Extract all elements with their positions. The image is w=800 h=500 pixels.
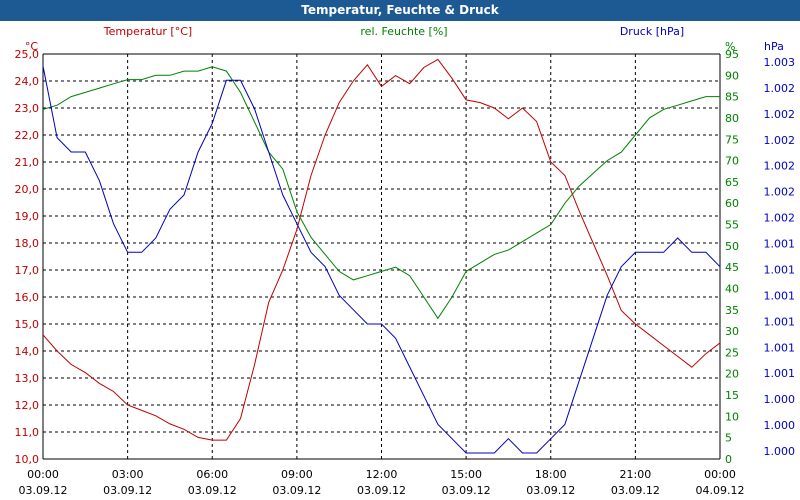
x-tick-date: 03.09.12: [526, 484, 575, 497]
x-tick-date: 03.09.12: [357, 484, 406, 497]
humidity-tick-label: 35: [725, 304, 739, 317]
x-tick-time: 03:00: [112, 468, 144, 481]
pressure-tick-label: 1.000: [764, 419, 796, 432]
window-title: Temperatur, Feuchte & Druck: [0, 0, 800, 21]
pressure-tick-label: 1.000: [764, 445, 796, 458]
pressure-tick-label: 1.001: [764, 289, 796, 302]
humidity-tick-label: 40: [725, 282, 739, 295]
temperature-tick-label: 13,0: [15, 372, 40, 385]
temperature-tick-label: 25,0: [15, 48, 40, 61]
humidity-tick-label: 70: [725, 155, 739, 168]
temperature-tick-label: 24,0: [15, 75, 40, 88]
humidity-tick-label: 5: [725, 432, 732, 445]
temperature-tick-label: 14,0: [15, 345, 40, 358]
x-tick-date: 03.09.12: [272, 484, 321, 497]
temperature-tick-label: 11,0: [15, 426, 40, 439]
temperature-tick-label: 20,0: [15, 183, 40, 196]
x-tick-time: 15:00: [450, 468, 482, 481]
humidity-tick-label: 10: [725, 410, 739, 423]
pressure-tick-label: 1.001: [764, 315, 796, 328]
humidity-series-line: [42, 66, 720, 320]
pressure-tick-label: 1.003: [764, 56, 796, 69]
pressure-tick-label: 1.001: [764, 263, 796, 276]
x-tick-date: 03.09.12: [103, 484, 152, 497]
humidity-tick-label: 20: [725, 368, 739, 381]
x-tick-time: 09:00: [281, 468, 313, 481]
humidity-tick-label: 90: [725, 69, 739, 82]
humidity-tick-label: 55: [725, 219, 739, 232]
humidity-axis-label: rel. Feuchte [%]: [360, 25, 447, 38]
temperature-tick-label: 10,0: [15, 453, 40, 466]
humidity-tick-label: 50: [725, 240, 739, 253]
x-tick-time: 00:00: [704, 468, 736, 481]
temperature-unit-label: °C: [25, 40, 39, 53]
x-tick-time: 18:00: [535, 468, 567, 481]
x-tick-date: 03.09.12: [188, 484, 237, 497]
humidity-tick-label: 85: [725, 91, 739, 104]
temperature-tick-label: 22,0: [15, 129, 40, 142]
pressure-tick-label: 1.002: [764, 160, 796, 173]
temperature-tick-label: 12,0: [15, 399, 40, 412]
x-tick-time: 21:00: [620, 468, 652, 481]
humidity-tick-label: 15: [725, 389, 739, 402]
pressure-tick-label: 1.002: [764, 82, 796, 95]
x-tick-date: 04.09.12: [696, 484, 745, 497]
x-tick-time: 12:00: [366, 468, 398, 481]
temperature-tick-label: 21,0: [15, 156, 40, 169]
temperature-axis-label: Temperatur [°C]: [103, 25, 192, 38]
temperature-series-line: [42, 58, 721, 441]
temperature-tick-label: 16,0: [15, 291, 40, 304]
pressure-tick-label: 1.001: [764, 341, 796, 354]
weather-chart: 10,0 11,0 12,0 13,0 14,0 15,0 16,0 17,0 18,0 19,0…: [15, 25, 796, 497]
temperature-tick-label: 18,0: [15, 237, 40, 250]
temperature-tick-label: 23,0: [15, 102, 40, 115]
pressure-tick-label: 1.001: [764, 367, 796, 380]
humidity-tick-label: 95: [725, 48, 739, 61]
pressure-tick-label: 1.002: [764, 134, 796, 147]
temperature-tick-label: 19,0: [15, 210, 40, 223]
humidity-tick-label: 60: [725, 197, 739, 210]
pressure-axis-label: Druck [hPa]: [620, 25, 684, 38]
temperature-tick-label: 17,0: [15, 264, 40, 277]
temperature-tick-label: 15,0: [15, 318, 40, 331]
humidity-tick-label: 75: [725, 133, 739, 146]
pressure-tick-label: 1.002: [764, 186, 796, 199]
pressure-tick-label: 1.000: [764, 393, 796, 406]
x-tick-time: 00:00: [27, 468, 59, 481]
pressure-tick-label: 1.002: [764, 108, 796, 121]
humidity-tick-label: 0: [725, 453, 732, 466]
humidity-tick-label: 80: [725, 112, 739, 125]
humidity-tick-label: 65: [725, 176, 739, 189]
x-tick-date: 03.09.12: [442, 484, 491, 497]
pressure-unit-label: hPa: [764, 40, 784, 53]
pressure-tick-label: 1.001: [764, 238, 796, 251]
x-tick-date: 03.09.12: [19, 484, 68, 497]
pressure-series-line: [42, 65, 721, 454]
humidity-unit-label: %: [725, 40, 735, 53]
humidity-tick-label: 45: [725, 261, 739, 274]
pressure-tick-label: 1.002: [764, 212, 796, 225]
humidity-tick-label: 25: [725, 346, 739, 359]
x-tick-date: 03.09.12: [611, 484, 660, 497]
x-tick-time: 06:00: [196, 468, 228, 481]
humidity-tick-label: 30: [725, 325, 739, 338]
